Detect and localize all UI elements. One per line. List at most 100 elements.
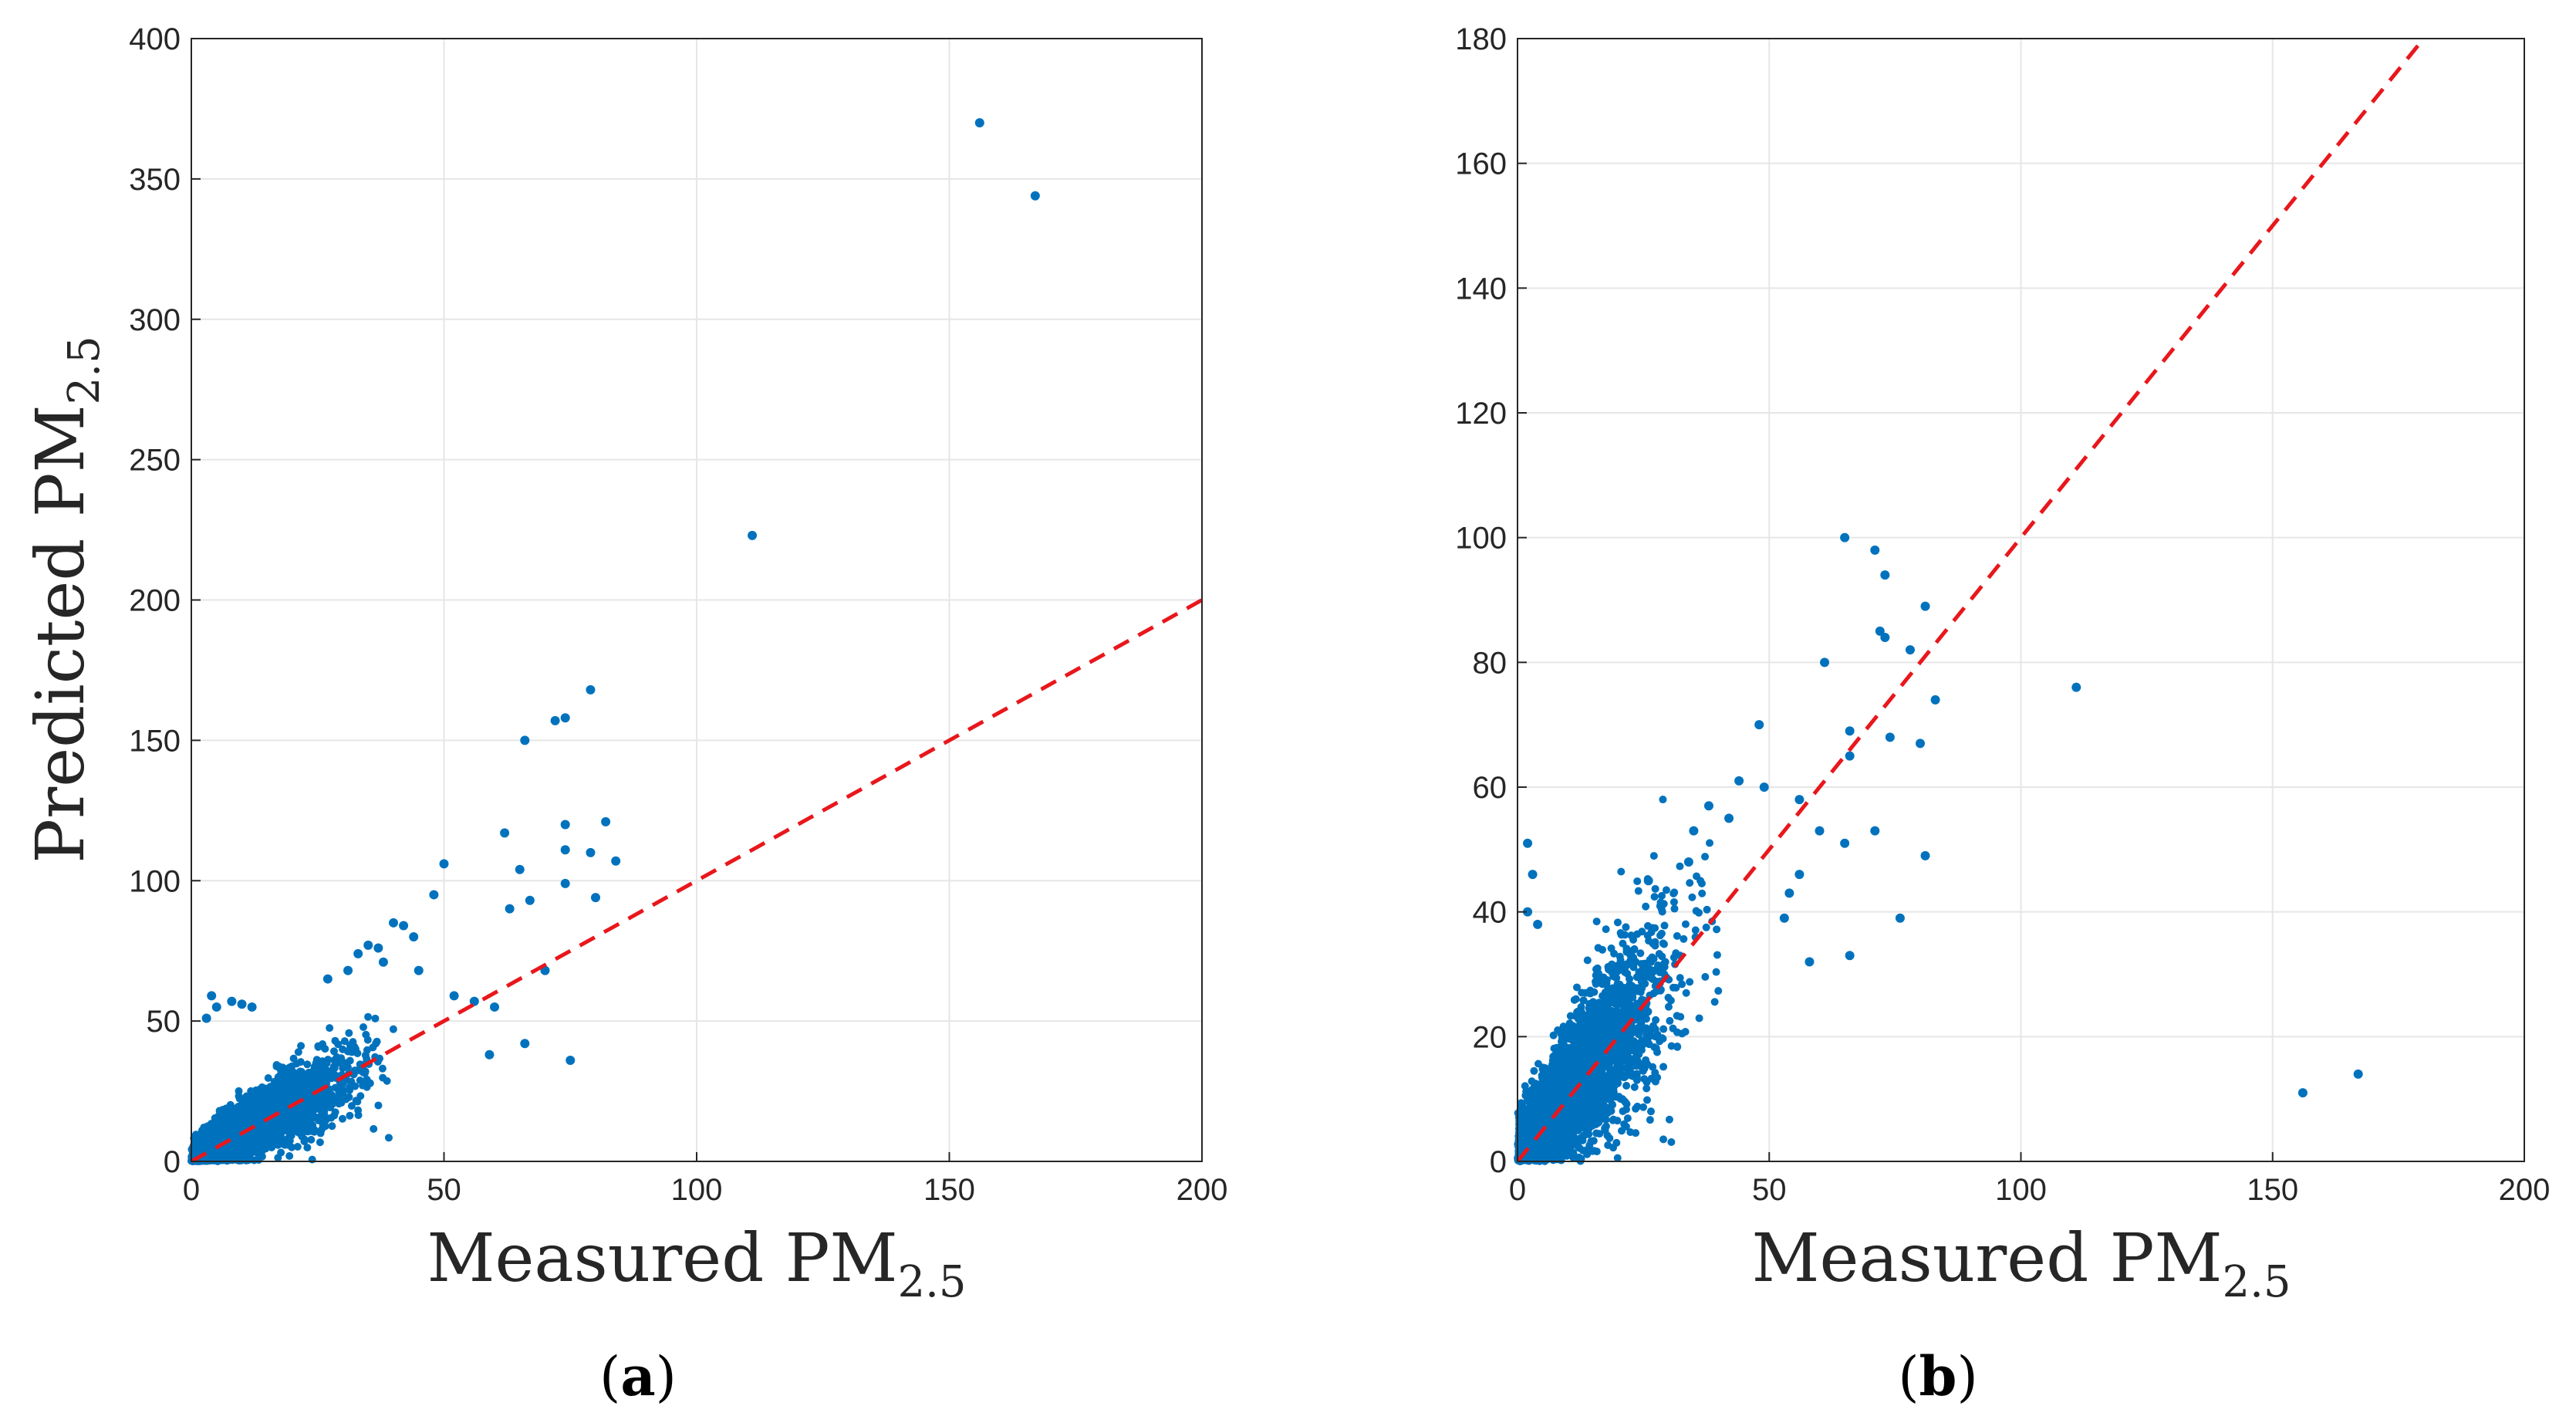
data-point <box>277 1148 285 1157</box>
data-point <box>334 1040 343 1049</box>
data-point <box>237 1151 245 1159</box>
data-point <box>339 1086 347 1094</box>
data-point <box>378 957 388 967</box>
data-point <box>356 1077 364 1085</box>
data-point <box>505 904 515 914</box>
data-point <box>314 1043 322 1051</box>
data-point <box>287 1118 295 1127</box>
x-tick-label: 50 <box>427 1173 461 1207</box>
data-point <box>353 948 363 958</box>
data-point <box>560 845 570 855</box>
data-point <box>310 1127 319 1136</box>
data-point <box>293 1143 302 1151</box>
y-tick-label: 100 <box>129 864 181 898</box>
data-point <box>370 1124 378 1133</box>
data-point <box>319 1070 328 1078</box>
x-tick-label: 0 <box>183 1173 200 1207</box>
data-point <box>566 1056 576 1066</box>
data-point <box>227 996 237 1006</box>
data-point <box>520 1039 530 1049</box>
data-point <box>312 1059 320 1067</box>
data-point <box>282 1111 291 1120</box>
data-point <box>484 1050 495 1060</box>
data-point <box>384 1134 393 1142</box>
data-point <box>261 1085 269 1093</box>
data-point <box>297 1067 306 1076</box>
data-point <box>303 1060 312 1069</box>
data-point <box>1030 191 1040 201</box>
data-point <box>279 1127 287 1136</box>
data-point <box>409 932 419 941</box>
data-point <box>515 864 525 874</box>
data-point <box>351 1082 360 1090</box>
data-point <box>272 1082 281 1090</box>
x-tick-label: 100 <box>671 1173 723 1207</box>
data-point <box>490 1002 499 1012</box>
data-point <box>591 893 600 903</box>
data-point <box>1660 921 1669 930</box>
data-point <box>346 1111 354 1120</box>
data-point <box>373 1037 381 1046</box>
data-point <box>343 1063 352 1071</box>
data-point <box>500 828 510 838</box>
y-tick-label: 300 <box>129 303 181 337</box>
data-point <box>296 1058 305 1066</box>
data-point <box>974 118 984 128</box>
data-point <box>297 1116 306 1124</box>
data-point <box>322 1116 330 1124</box>
data-point <box>225 1153 234 1161</box>
y-tick-label: 200 <box>129 584 181 618</box>
data-point <box>322 1093 331 1102</box>
y-tick-label: 250 <box>129 444 181 478</box>
data-point <box>364 1012 373 1021</box>
data-point <box>229 1130 238 1138</box>
data-point <box>343 965 353 975</box>
data-point <box>220 1127 228 1135</box>
y-tick-label: 350 <box>129 163 181 197</box>
y-tick-label: 150 <box>129 724 181 758</box>
data-point <box>264 1073 272 1082</box>
data-point <box>302 1127 310 1136</box>
data-point <box>1665 1115 1673 1124</box>
data-point <box>371 1014 380 1022</box>
data-point <box>340 1037 349 1046</box>
data-point <box>337 1099 346 1107</box>
data-point <box>319 1058 328 1066</box>
data-point <box>235 1087 243 1095</box>
data-point <box>363 940 373 950</box>
data-point <box>586 684 596 695</box>
data-point <box>389 1025 397 1033</box>
data-point <box>284 1135 292 1144</box>
data-point <box>237 999 247 1009</box>
data-point <box>245 1152 254 1161</box>
data-point <box>560 820 570 830</box>
data-point <box>307 1135 316 1144</box>
panel-a-label: (a) <box>599 1344 677 1408</box>
data-point <box>285 1125 294 1134</box>
data-point <box>1583 956 1592 965</box>
data-point <box>268 1106 276 1114</box>
data-point <box>356 1092 365 1100</box>
panel-a-x-axis-title: Measured PM2.5 <box>427 1220 966 1307</box>
data-point <box>373 943 383 953</box>
data-point <box>285 1151 294 1160</box>
data-point <box>320 1109 329 1117</box>
data-point <box>306 1115 315 1124</box>
data-point <box>363 1083 371 1091</box>
data-point <box>255 1151 263 1160</box>
data-point <box>378 1064 387 1073</box>
data-point <box>309 1066 318 1075</box>
data-point <box>328 1122 336 1131</box>
y-tick-label: 0 <box>164 1145 181 1179</box>
data-point <box>351 1045 360 1053</box>
data-point <box>268 1123 277 1131</box>
data-point <box>1691 926 1700 935</box>
data-point <box>207 991 217 1001</box>
data-point <box>1714 987 1723 995</box>
data-point <box>611 856 621 866</box>
data-point <box>308 1155 316 1164</box>
data-point <box>231 1105 240 1114</box>
